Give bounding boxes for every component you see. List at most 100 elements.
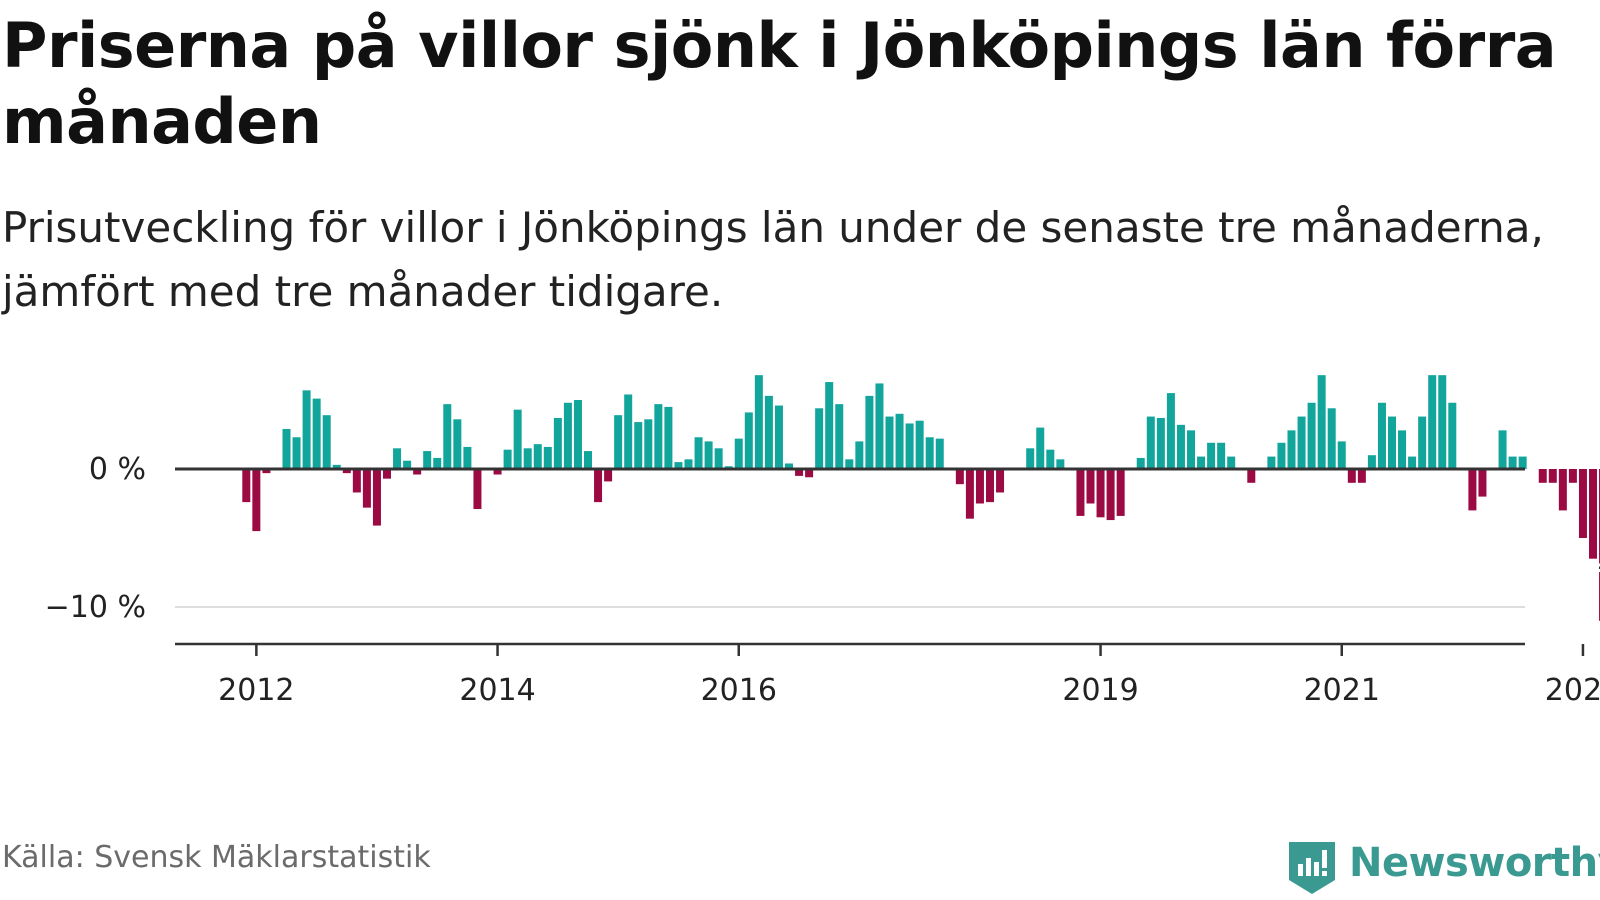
- bar: [1347, 469, 1356, 483]
- bar: [1508, 456, 1517, 469]
- bar: [1146, 416, 1155, 469]
- bar: [292, 437, 301, 469]
- bar: [523, 448, 532, 469]
- bar: [1468, 469, 1477, 511]
- bar: [895, 413, 904, 469]
- bar: [543, 446, 552, 469]
- bar: [996, 469, 1005, 493]
- bar: [433, 457, 442, 469]
- bar: [1578, 469, 1587, 538]
- bar: [1367, 455, 1376, 469]
- bar: [875, 383, 884, 469]
- bar: [1247, 469, 1256, 483]
- bar: [1277, 442, 1286, 469]
- bar: [1136, 457, 1145, 469]
- bar: [1156, 417, 1165, 469]
- bar: [1418, 416, 1427, 469]
- bar: [1197, 456, 1206, 469]
- bar: [1056, 459, 1065, 469]
- bar: [252, 469, 261, 532]
- bar: [1046, 449, 1055, 469]
- bar-series: [242, 375, 1600, 621]
- bar: [986, 469, 994, 503]
- bar: [694, 437, 703, 469]
- x-tick-label: 2016: [701, 673, 777, 708]
- bar: [614, 415, 623, 469]
- source-note: Källa: Svensk Mäklarstatistik: [2, 840, 431, 875]
- x-tick-label: 2012: [218, 673, 294, 708]
- bar: [1448, 402, 1457, 469]
- bar: [1297, 416, 1306, 469]
- bar: [594, 469, 603, 503]
- bar: [1408, 456, 1417, 469]
- bar: [865, 395, 874, 469]
- bar: [674, 462, 683, 469]
- bar: [312, 398, 321, 469]
- bar: [855, 441, 864, 469]
- y-tick-label: 0 %: [89, 452, 146, 487]
- bar: [573, 400, 582, 469]
- bar: [634, 422, 643, 469]
- bar: [1377, 402, 1386, 469]
- bar: [885, 416, 894, 469]
- bar: [805, 469, 814, 478]
- bar: [1267, 456, 1276, 469]
- bar: [1518, 456, 1527, 469]
- bar: [1317, 375, 1326, 469]
- tick-labels: 0 % −10 % 2012 2014 2016 2019 2021 2023 −5 %: [45, 452, 1600, 708]
- chart-subtitle: Prisutveckling för villor i Jönköpings l…: [2, 203, 1544, 316]
- bar: [744, 412, 753, 469]
- bar: [825, 382, 834, 469]
- bar: [1478, 469, 1487, 497]
- bar: [463, 446, 472, 469]
- chart-title: Priserna på villor sjönk i Jönköpings lä…: [2, 9, 1557, 158]
- bar: [584, 451, 592, 469]
- bar: [1558, 469, 1567, 511]
- brand-name: Newsworthy: [1349, 840, 1600, 886]
- bar: [1116, 469, 1125, 516]
- bar: [644, 419, 653, 469]
- bar: [1086, 469, 1095, 504]
- bar: [845, 459, 854, 469]
- bar: [905, 423, 914, 469]
- bar: [1337, 441, 1346, 469]
- axes: [175, 467, 1585, 656]
- bar: [815, 408, 824, 469]
- bar: [383, 469, 391, 479]
- bar: [393, 448, 402, 469]
- bar: [1327, 408, 1336, 469]
- newsworthy-logo-icon: [1289, 842, 1335, 894]
- bar: [1076, 469, 1085, 516]
- bar: [1589, 469, 1597, 559]
- bar: [684, 459, 693, 469]
- bar: [1096, 469, 1105, 518]
- x-tick-label: 2019: [1062, 673, 1138, 708]
- bar: [664, 406, 673, 469]
- bar: [262, 469, 271, 474]
- bar: [1568, 469, 1577, 483]
- bar: [513, 409, 522, 469]
- bar: [1428, 375, 1437, 469]
- bar: [734, 438, 743, 469]
- bar: [302, 390, 311, 469]
- bar: [975, 469, 984, 504]
- bar: [1176, 424, 1185, 469]
- bar: [1307, 402, 1316, 469]
- bar: [1538, 469, 1547, 483]
- x-tick-label: 2023: [1545, 673, 1600, 708]
- bar: [795, 469, 804, 476]
- bar: [1227, 456, 1236, 469]
- bar: [624, 394, 633, 469]
- bar: [704, 441, 713, 469]
- bar: [1287, 430, 1296, 469]
- bar: [352, 469, 361, 493]
- bar: [1498, 430, 1507, 469]
- bar: [1026, 448, 1035, 469]
- bar: [493, 469, 502, 475]
- bar: [332, 464, 341, 469]
- x-tick-label: 2021: [1304, 673, 1380, 708]
- bar: [1398, 430, 1407, 469]
- bar: [1357, 469, 1366, 483]
- bar: [533, 444, 542, 469]
